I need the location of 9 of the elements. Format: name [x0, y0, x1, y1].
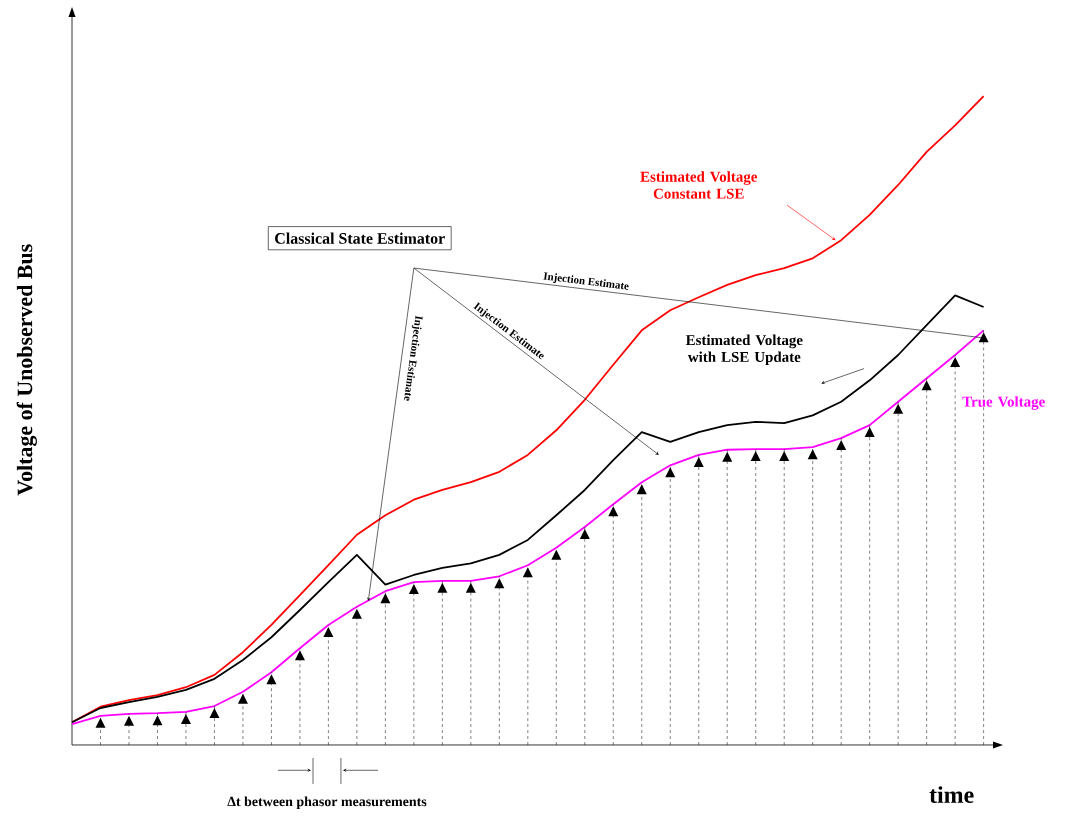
text: Δt between phasor measurements: [227, 796, 427, 810]
text: True Voltage: [962, 396, 1045, 410]
annotation: Injection Estimate: [543, 272, 629, 290]
y-axis-title: Voltage of Unobserved Bus: [16, 244, 37, 496]
x-axis-title: time: [929, 786, 974, 804]
annotation: Classical State Estimator: [275, 232, 445, 244]
text: Estimated Voltage Constant LSE: [640, 171, 758, 199]
text: Estimated Voltage with LSE Update: [685, 334, 803, 366]
annotation: Injection Estimate: [404, 315, 423, 401]
